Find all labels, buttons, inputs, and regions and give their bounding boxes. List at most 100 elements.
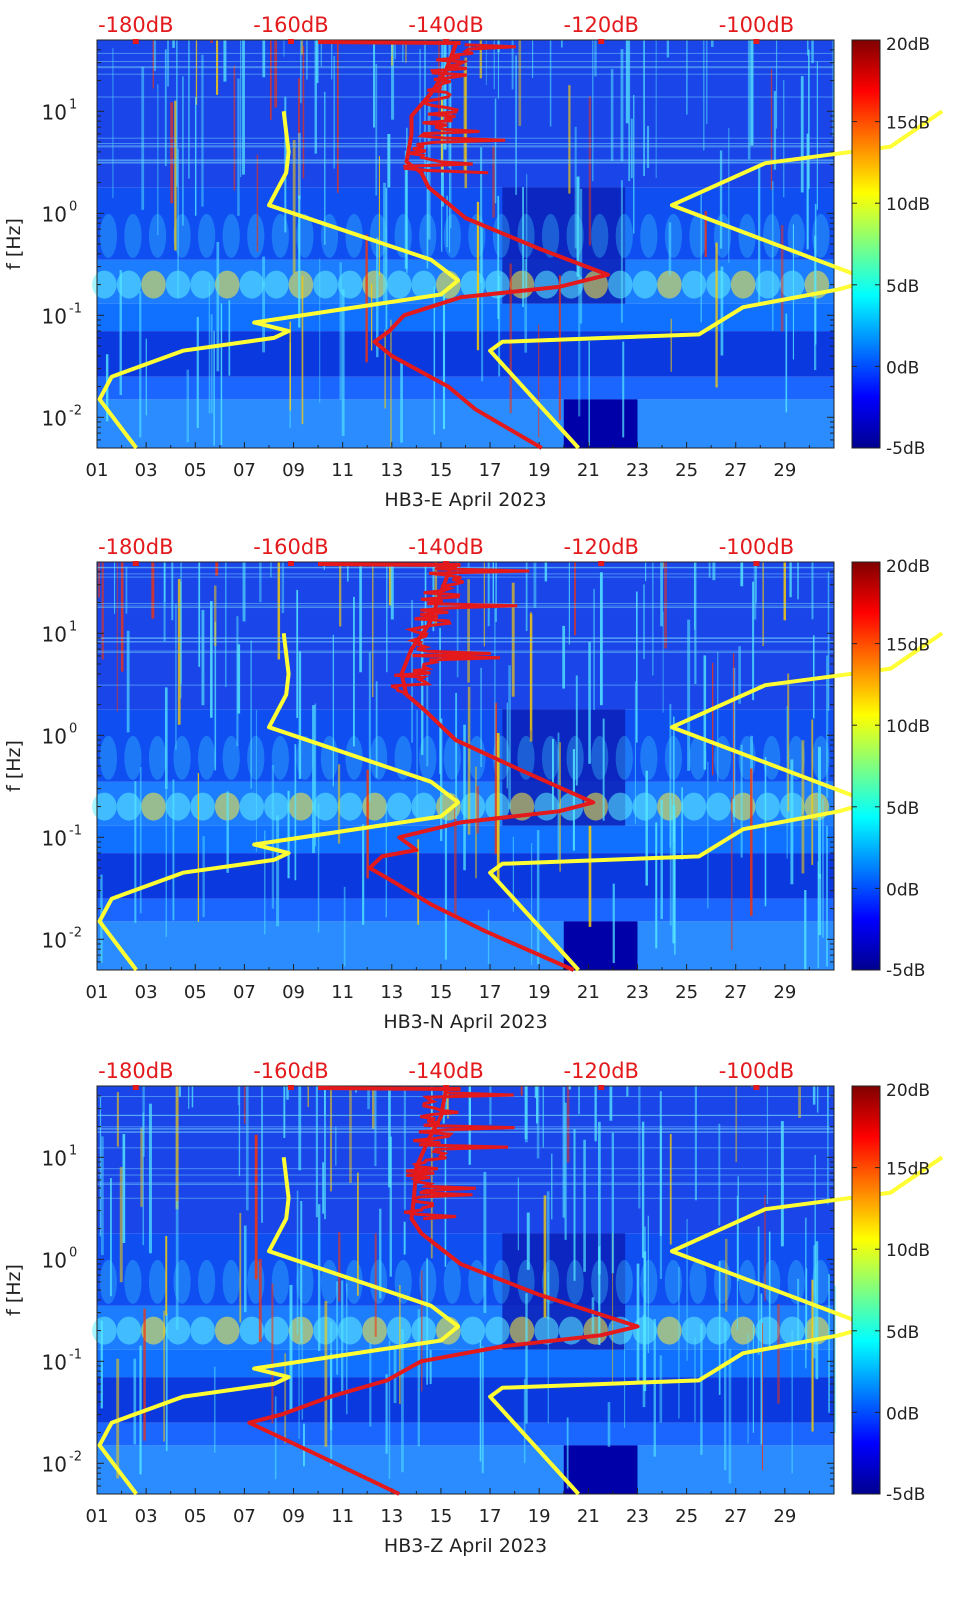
spectrogram-streak — [624, 1330, 626, 1428]
x-tick-label: 01 — [86, 982, 109, 1003]
spectrogram-blob — [681, 1316, 707, 1345]
spectrogram-streak — [142, 1086, 145, 1157]
spectrogram-line — [97, 66, 834, 68]
spectrogram-streak — [370, 283, 373, 351]
spectrogram-streak — [752, 581, 755, 701]
spectrogram-streak — [347, 562, 349, 582]
spectrogram-band — [97, 562, 834, 710]
spectrogram-streak — [815, 1241, 819, 1380]
spectrogram-streak — [332, 634, 334, 787]
spectrogram-streak — [526, 174, 528, 297]
spectrogram-streak — [197, 772, 200, 922]
spectrogram-streak — [298, 1086, 302, 1171]
spectrogram-streak — [687, 619, 691, 771]
spectrogram-streak — [583, 1139, 586, 1272]
spectrogram-blob — [247, 735, 265, 780]
spectrogram-streak — [324, 1086, 326, 1220]
top-tick — [753, 1085, 760, 1090]
spectrogram-streak — [441, 161, 444, 207]
spectrogram-blob — [509, 270, 535, 299]
y-tick-exponent: 0 — [69, 1245, 77, 1260]
spectrogram-streak — [455, 692, 458, 819]
spectrogram-streak — [148, 1103, 152, 1254]
spectrogram-streak — [210, 40, 213, 43]
y-tick-exponent: 1 — [69, 1143, 77, 1158]
spectrogram-blob — [92, 1316, 117, 1345]
spectrogram-streak — [663, 562, 665, 569]
spectrogram-streak — [561, 40, 563, 48]
spectrogram-band — [97, 1377, 834, 1423]
spectrogram-streak — [167, 40, 169, 87]
spectrogram-blob — [460, 792, 486, 821]
spectrogram-blob — [541, 213, 560, 258]
spectrogram-blob — [148, 1259, 167, 1304]
spectrogram-streak — [277, 562, 281, 660]
spectrogram-streak — [807, 49, 810, 189]
low-noise-model-curve — [97, 1157, 461, 1496]
station-psd-jagged — [403, 43, 516, 175]
x-tick-label: 11 — [331, 460, 354, 481]
spectrogram-line — [97, 146, 834, 148]
spectrogram-streak — [536, 1086, 540, 1159]
spectrogram-streak — [421, 619, 424, 756]
spectrogram-streak — [402, 40, 404, 63]
spectrogram-streak — [524, 1086, 528, 1140]
spectrogram-blob — [141, 1316, 166, 1345]
spectrogram-blob — [264, 792, 289, 821]
top-tick — [598, 561, 605, 566]
spectrogram-blob — [615, 213, 633, 258]
spectrogram-streak — [747, 40, 751, 160]
spectrogram-streak — [833, 1285, 836, 1434]
spectrogram-streak — [761, 1323, 764, 1471]
y-tick-exponent: 1 — [69, 97, 77, 112]
spectrogram-streak — [641, 1121, 645, 1258]
spectrogram-streak — [724, 1322, 727, 1471]
station-psd-curve — [372, 43, 610, 450]
spectrogram-streak — [384, 329, 386, 409]
spectrogram-streak — [611, 1132, 614, 1274]
x-tick-label: 19 — [528, 982, 551, 1003]
spectrogram-streak — [574, 562, 576, 636]
spectrogram-blob — [320, 1259, 339, 1304]
spectrogram-streak — [822, 798, 824, 938]
x-tick-label: 29 — [773, 982, 796, 1003]
spectrogram-streak — [542, 1086, 544, 1148]
spectrogram-streak — [740, 744, 743, 858]
spectrogram-streak — [620, 48, 624, 162]
spectrogram-blob — [632, 270, 658, 299]
x-tick-label: 03 — [135, 982, 158, 1003]
spectrogram-blob — [657, 792, 682, 821]
spectrogram-blob — [116, 792, 142, 821]
spectrogram-streak — [777, 1304, 780, 1404]
spectrogram-blob — [198, 735, 216, 780]
spectrogram-blob — [730, 270, 756, 299]
spectrogram-streak — [463, 70, 466, 171]
spectrogram-streak — [250, 640, 252, 789]
spectrogram-streak — [715, 242, 718, 388]
colorbar-tick-label: 10dB — [886, 195, 930, 215]
spectrogram-streak — [271, 765, 275, 909]
x-tick-label: 15 — [429, 982, 452, 1003]
top-tick-label: -140dB — [408, 13, 483, 37]
spectrogram-streak — [373, 40, 376, 128]
spectrogram-blob — [198, 1259, 216, 1304]
spectrogram-streak — [792, 224, 794, 360]
spectrogram-streak — [401, 1329, 404, 1473]
colorbar-tick-label: 20dB — [886, 557, 930, 577]
spectrogram-streak — [498, 276, 501, 377]
spectrogram-blob — [239, 1316, 265, 1345]
spectrogram-line — [97, 160, 834, 162]
spectrogram-blob — [689, 213, 707, 258]
spectrogram-streak — [766, 1086, 769, 1205]
spectrogram-streak — [394, 40, 396, 60]
spectrogram-blob — [173, 1259, 191, 1304]
spectrogram-line — [97, 1168, 834, 1170]
spectrogram-streak — [433, 286, 436, 435]
spectrogram-blob — [706, 1316, 731, 1345]
x-tick-label: 29 — [773, 1506, 796, 1527]
spectrogram-streak — [306, 40, 308, 80]
spectrogram-streak — [322, 1162, 325, 1214]
y-tick-exponent: -1 — [69, 1347, 82, 1362]
spectrogram-blob — [288, 270, 314, 299]
spectrogram-streak — [643, 40, 645, 177]
